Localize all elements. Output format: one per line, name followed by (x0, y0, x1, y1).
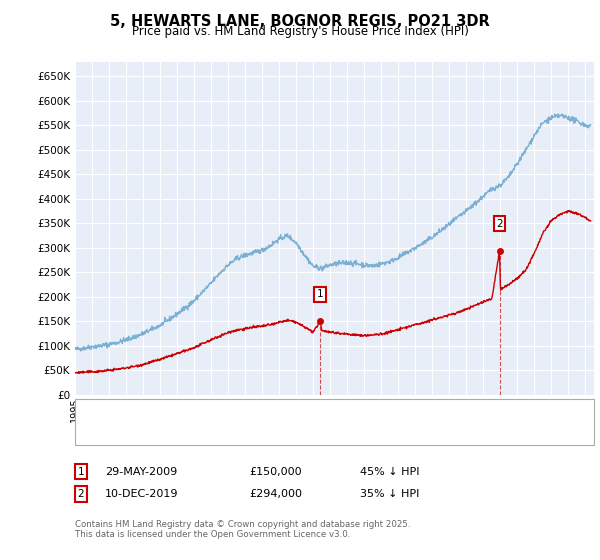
Text: £294,000: £294,000 (249, 489, 302, 499)
Text: £150,000: £150,000 (249, 466, 302, 477)
Text: 10-DEC-2019: 10-DEC-2019 (105, 489, 179, 499)
Text: 2: 2 (496, 219, 503, 229)
Text: Price paid vs. HM Land Registry's House Price Index (HPI): Price paid vs. HM Land Registry's House … (131, 25, 469, 38)
Text: 5, HEWARTS LANE, BOGNOR REGIS, PO21 3DR: 5, HEWARTS LANE, BOGNOR REGIS, PO21 3DR (110, 14, 490, 29)
Text: 1: 1 (77, 466, 85, 477)
Text: HPI: Average price, detached house, Arun: HPI: Average price, detached house, Arun (116, 427, 334, 437)
Text: 35% ↓ HPI: 35% ↓ HPI (360, 489, 419, 499)
Text: 5, HEWARTS LANE, BOGNOR REGIS, PO21 3DR (detached house): 5, HEWARTS LANE, BOGNOR REGIS, PO21 3DR … (116, 407, 452, 417)
Text: 45% ↓ HPI: 45% ↓ HPI (360, 466, 419, 477)
Text: Contains HM Land Registry data © Crown copyright and database right 2025.
This d: Contains HM Land Registry data © Crown c… (75, 520, 410, 539)
Text: 2: 2 (77, 489, 85, 499)
Text: 1: 1 (317, 290, 323, 300)
Text: 29-MAY-2009: 29-MAY-2009 (105, 466, 177, 477)
